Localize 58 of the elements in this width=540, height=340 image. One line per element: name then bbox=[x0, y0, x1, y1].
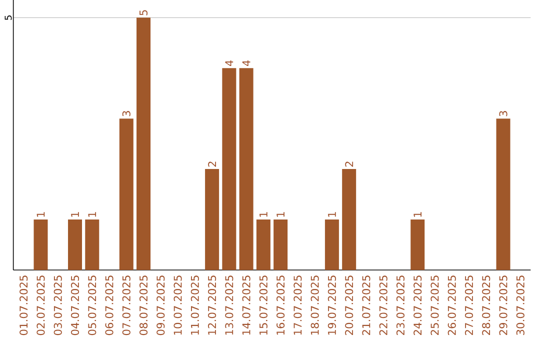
data-label: 2 bbox=[208, 162, 216, 167]
data-label: 4 bbox=[242, 60, 250, 66]
bar bbox=[85, 220, 100, 270]
data-label: 2 bbox=[345, 162, 354, 167]
data-label: 1 bbox=[260, 212, 268, 217]
x-tick-label: 30.07.2025 bbox=[516, 276, 524, 335]
data-label: 3 bbox=[122, 111, 130, 116]
bar bbox=[239, 68, 254, 270]
data-label: 1 bbox=[414, 212, 422, 217]
data-label: 1 bbox=[276, 212, 284, 217]
x-tick-label: 07.07.2025 bbox=[122, 276, 130, 336]
x-tick-label: 09.07.2025 bbox=[156, 276, 165, 336]
bar bbox=[205, 169, 220, 270]
x-tick-label: 10.07.2025 bbox=[174, 276, 182, 335]
bar bbox=[496, 118, 510, 270]
bar bbox=[324, 220, 339, 270]
bar bbox=[274, 220, 288, 270]
x-tick-label: 03.07.2025 bbox=[54, 276, 62, 336]
x-tick-label: 06.07.2025 bbox=[105, 276, 114, 336]
bar bbox=[68, 220, 82, 270]
bar bbox=[34, 220, 48, 270]
x-tick-label: 28.07.2025 bbox=[482, 276, 490, 336]
x-tick-label: 13.07.2025 bbox=[225, 276, 234, 335]
x-tick-label: 22.07.2025 bbox=[379, 276, 388, 336]
x-tick-label: 02.07.2025 bbox=[36, 276, 45, 336]
data-label: 1 bbox=[36, 212, 45, 217]
bar bbox=[222, 68, 236, 270]
x-tick-label: 14.07.2025 bbox=[242, 276, 250, 335]
x-tick-label: 21.07.2025 bbox=[362, 276, 370, 336]
data-label: 3 bbox=[499, 111, 508, 116]
x-tick-label: 15.07.2025 bbox=[259, 276, 268, 335]
x-tick-label: 11.07.2025 bbox=[190, 276, 199, 335]
bar bbox=[410, 220, 425, 270]
data-label: 1 bbox=[71, 212, 79, 217]
x-tick-label: 27.07.2025 bbox=[464, 276, 474, 336]
x-tick-label: 25.07.2025 bbox=[430, 276, 439, 336]
data-label: 1 bbox=[328, 212, 336, 217]
data-label: 4 bbox=[225, 60, 234, 66]
bar bbox=[256, 220, 270, 270]
x-tick-label: 08.07.2025 bbox=[139, 276, 148, 336]
bar bbox=[119, 118, 134, 270]
x-tick-label: 23.07.2025 bbox=[396, 276, 405, 336]
x-tick-label: 26.07.2025 bbox=[448, 276, 456, 336]
x-tick-label: 01.07.2025 bbox=[20, 276, 28, 336]
x-tick-label: 18.07.2025 bbox=[310, 276, 319, 335]
x-tick-label: 04.07.2025 bbox=[70, 276, 80, 336]
x-tick-label: 19.07.2025 bbox=[328, 276, 336, 335]
bar bbox=[136, 18, 151, 270]
data-label: 1 bbox=[88, 212, 96, 217]
x-tick-label: 20.07.2025 bbox=[345, 276, 354, 336]
data-label: 5 bbox=[140, 10, 148, 16]
x-tick-label: 12.07.2025 bbox=[208, 276, 216, 335]
x-tick-label: 05.07.2025 bbox=[88, 276, 96, 336]
x-tick-label: 29.07.2025 bbox=[499, 276, 508, 336]
bar bbox=[342, 169, 356, 270]
x-tick-label: 16.07.2025 bbox=[276, 276, 285, 335]
x-tick-label: 24.07.2025 bbox=[414, 276, 422, 336]
x-tick-label: 17.07.2025 bbox=[294, 276, 302, 335]
